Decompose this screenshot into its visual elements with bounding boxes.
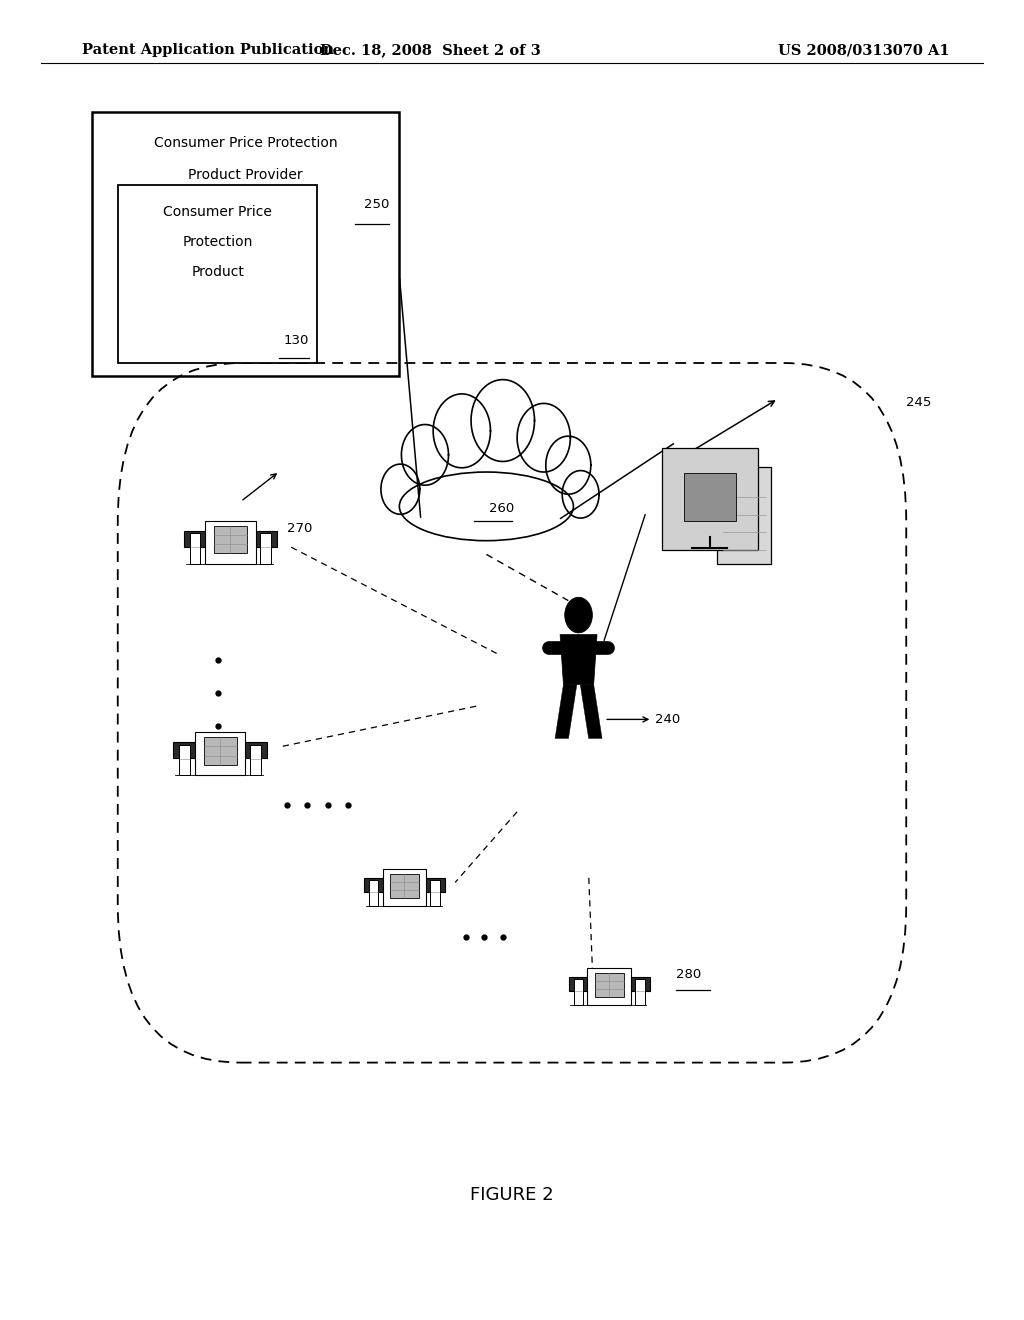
Text: FIGURE 2: FIGURE 2: [470, 1185, 554, 1204]
FancyBboxPatch shape: [250, 744, 261, 775]
FancyBboxPatch shape: [179, 744, 190, 775]
Circle shape: [401, 425, 449, 486]
Text: 240: 240: [655, 713, 681, 726]
Polygon shape: [555, 684, 577, 738]
FancyBboxPatch shape: [383, 870, 426, 907]
FancyBboxPatch shape: [684, 474, 735, 521]
FancyBboxPatch shape: [205, 521, 256, 564]
FancyBboxPatch shape: [195, 733, 246, 775]
FancyBboxPatch shape: [204, 737, 237, 764]
Circle shape: [546, 436, 591, 494]
FancyBboxPatch shape: [173, 742, 267, 758]
FancyBboxPatch shape: [390, 874, 419, 898]
Circle shape: [517, 404, 570, 473]
Text: US 2008/0313070 A1: US 2008/0313070 A1: [778, 44, 950, 57]
FancyBboxPatch shape: [369, 880, 379, 907]
FancyBboxPatch shape: [183, 531, 278, 546]
FancyBboxPatch shape: [214, 525, 247, 553]
FancyBboxPatch shape: [260, 533, 271, 564]
Polygon shape: [581, 684, 602, 738]
Circle shape: [471, 380, 535, 462]
FancyBboxPatch shape: [118, 185, 317, 363]
Polygon shape: [560, 635, 597, 684]
FancyBboxPatch shape: [662, 447, 758, 550]
Circle shape: [381, 465, 420, 515]
Circle shape: [562, 470, 599, 517]
Text: Protection: Protection: [182, 235, 253, 249]
Text: 280: 280: [676, 968, 701, 981]
FancyBboxPatch shape: [588, 969, 631, 1006]
Ellipse shape: [399, 473, 573, 541]
Text: 270: 270: [287, 521, 312, 535]
FancyBboxPatch shape: [635, 979, 645, 1006]
FancyBboxPatch shape: [364, 878, 445, 892]
Circle shape: [564, 597, 593, 632]
Text: 130: 130: [284, 334, 309, 347]
FancyBboxPatch shape: [718, 467, 771, 565]
FancyBboxPatch shape: [92, 112, 399, 376]
FancyBboxPatch shape: [595, 973, 624, 997]
Text: Product Provider: Product Provider: [188, 168, 303, 182]
Text: 260: 260: [489, 502, 514, 515]
Text: 245: 245: [906, 396, 932, 409]
Text: Dec. 18, 2008  Sheet 2 of 3: Dec. 18, 2008 Sheet 2 of 3: [319, 44, 541, 57]
FancyBboxPatch shape: [568, 977, 650, 991]
FancyBboxPatch shape: [430, 880, 440, 907]
Text: Product: Product: [191, 265, 244, 280]
FancyBboxPatch shape: [384, 440, 589, 533]
FancyBboxPatch shape: [189, 533, 201, 564]
Text: Patent Application Publication: Patent Application Publication: [82, 44, 334, 57]
Text: Consumer Price: Consumer Price: [163, 205, 272, 219]
Text: Consumer Price Protection: Consumer Price Protection: [154, 136, 338, 150]
Circle shape: [433, 393, 490, 467]
Text: 250: 250: [364, 198, 389, 211]
FancyBboxPatch shape: [573, 979, 584, 1006]
